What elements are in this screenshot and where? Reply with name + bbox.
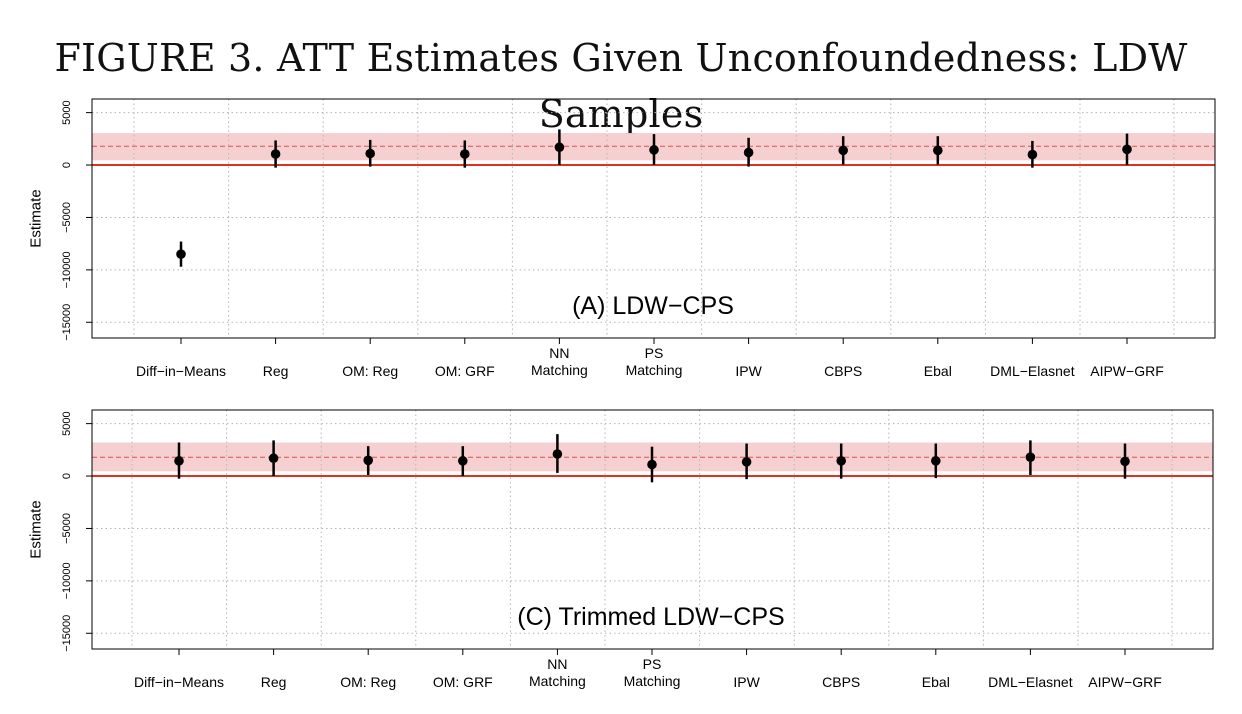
estimate-point — [838, 145, 848, 156]
x-category-label: DML−Elasnet — [990, 363, 1075, 379]
estimate-point — [933, 145, 943, 156]
x-category-label-line: Matching — [531, 362, 588, 378]
chart-panel-c: 5000 0 −5000 −10000 −15000 Estimate (C) Trimme… — [28, 409, 1214, 690]
x-category-label: Ebal — [924, 363, 952, 379]
y-axis-label: Estimate — [28, 189, 45, 247]
estimate-point — [365, 148, 376, 159]
y-tick-label: 0 — [61, 473, 73, 479]
x-category-label: IPW — [733, 674, 760, 690]
x-category-label: OM: Reg — [342, 363, 398, 379]
y-tick-label: −15000 — [61, 615, 73, 652]
x-category-label: NN Matching — [531, 345, 588, 378]
x-category-label: Diff−in−Means — [134, 674, 224, 690]
y-tick-label: 0 — [61, 162, 73, 168]
chart-panel-a: 5000 0 −5000 −10000 −15000 Estimate (A) LDW−CP… — [28, 98, 1216, 379]
x-category-label-line: NN — [547, 656, 567, 672]
y-tick-label: −5000 — [61, 202, 73, 233]
x-category-label: AIPW−GRF — [1088, 674, 1162, 690]
x-category-label: Ebal — [922, 674, 950, 690]
y-tick-label: −10000 — [61, 562, 73, 599]
x-category-label: CBPS — [824, 363, 862, 379]
x-category-label-line: PS — [643, 656, 662, 672]
estimate-point — [649, 145, 659, 155]
estimate-point — [1122, 144, 1132, 155]
x-category-label-line: PS — [645, 345, 664, 361]
estimate-point — [647, 459, 657, 470]
estimate-point — [552, 449, 563, 459]
x-category-label: AIPW−GRF — [1090, 363, 1164, 379]
x-category-label: PS Matching — [624, 656, 681, 689]
panel-label: (C) Trimmed LDW−CPS — [517, 603, 784, 631]
x-category-label: Reg — [261, 674, 287, 690]
estimate-point — [1025, 452, 1036, 462]
x-category-label: OM: GRF — [433, 674, 493, 690]
estimate-point — [268, 453, 279, 464]
estimate-point — [363, 455, 374, 466]
estimate-point — [270, 149, 281, 159]
estimate-point — [743, 147, 754, 158]
x-category-label: PS Matching — [626, 345, 683, 378]
estimate-point — [460, 149, 470, 159]
x-category-label: OM: GRF — [435, 363, 495, 379]
x-category-label: DML−Elasnet — [988, 674, 1073, 690]
x-category-label: Reg — [263, 363, 289, 379]
x-category-label-line: Matching — [626, 362, 683, 378]
y-tick-label: 5000 — [61, 100, 73, 124]
x-category-label: IPW — [735, 363, 762, 379]
estimate-point — [741, 457, 752, 467]
x-category-label: Diff−in−Means — [136, 363, 226, 379]
x-category-label-line: Matching — [624, 673, 681, 689]
x-category-label-line: NN — [549, 345, 569, 361]
y-tick-label: −15000 — [61, 304, 73, 341]
estimate-point — [1120, 456, 1130, 467]
x-category-label: CBPS — [822, 674, 860, 690]
x-category-label: OM: Reg — [340, 674, 396, 690]
x-category-label-line: Matching — [529, 673, 586, 689]
y-tick-label: 5000 — [61, 411, 73, 435]
estimate-point — [458, 456, 468, 466]
estimate-point — [554, 142, 565, 153]
estimate-point — [176, 249, 186, 259]
estimate-point — [836, 456, 846, 466]
x-category-label: NN Matching — [529, 656, 586, 689]
y-tick-label: −5000 — [61, 513, 73, 544]
y-tick-label: −10000 — [61, 251, 73, 288]
panel-label: (A) LDW−CPS — [572, 292, 734, 320]
estimate-point — [931, 456, 941, 466]
estimate-point — [174, 456, 184, 466]
estimate-point — [1027, 149, 1038, 160]
y-axis-label: Estimate — [28, 500, 45, 558]
